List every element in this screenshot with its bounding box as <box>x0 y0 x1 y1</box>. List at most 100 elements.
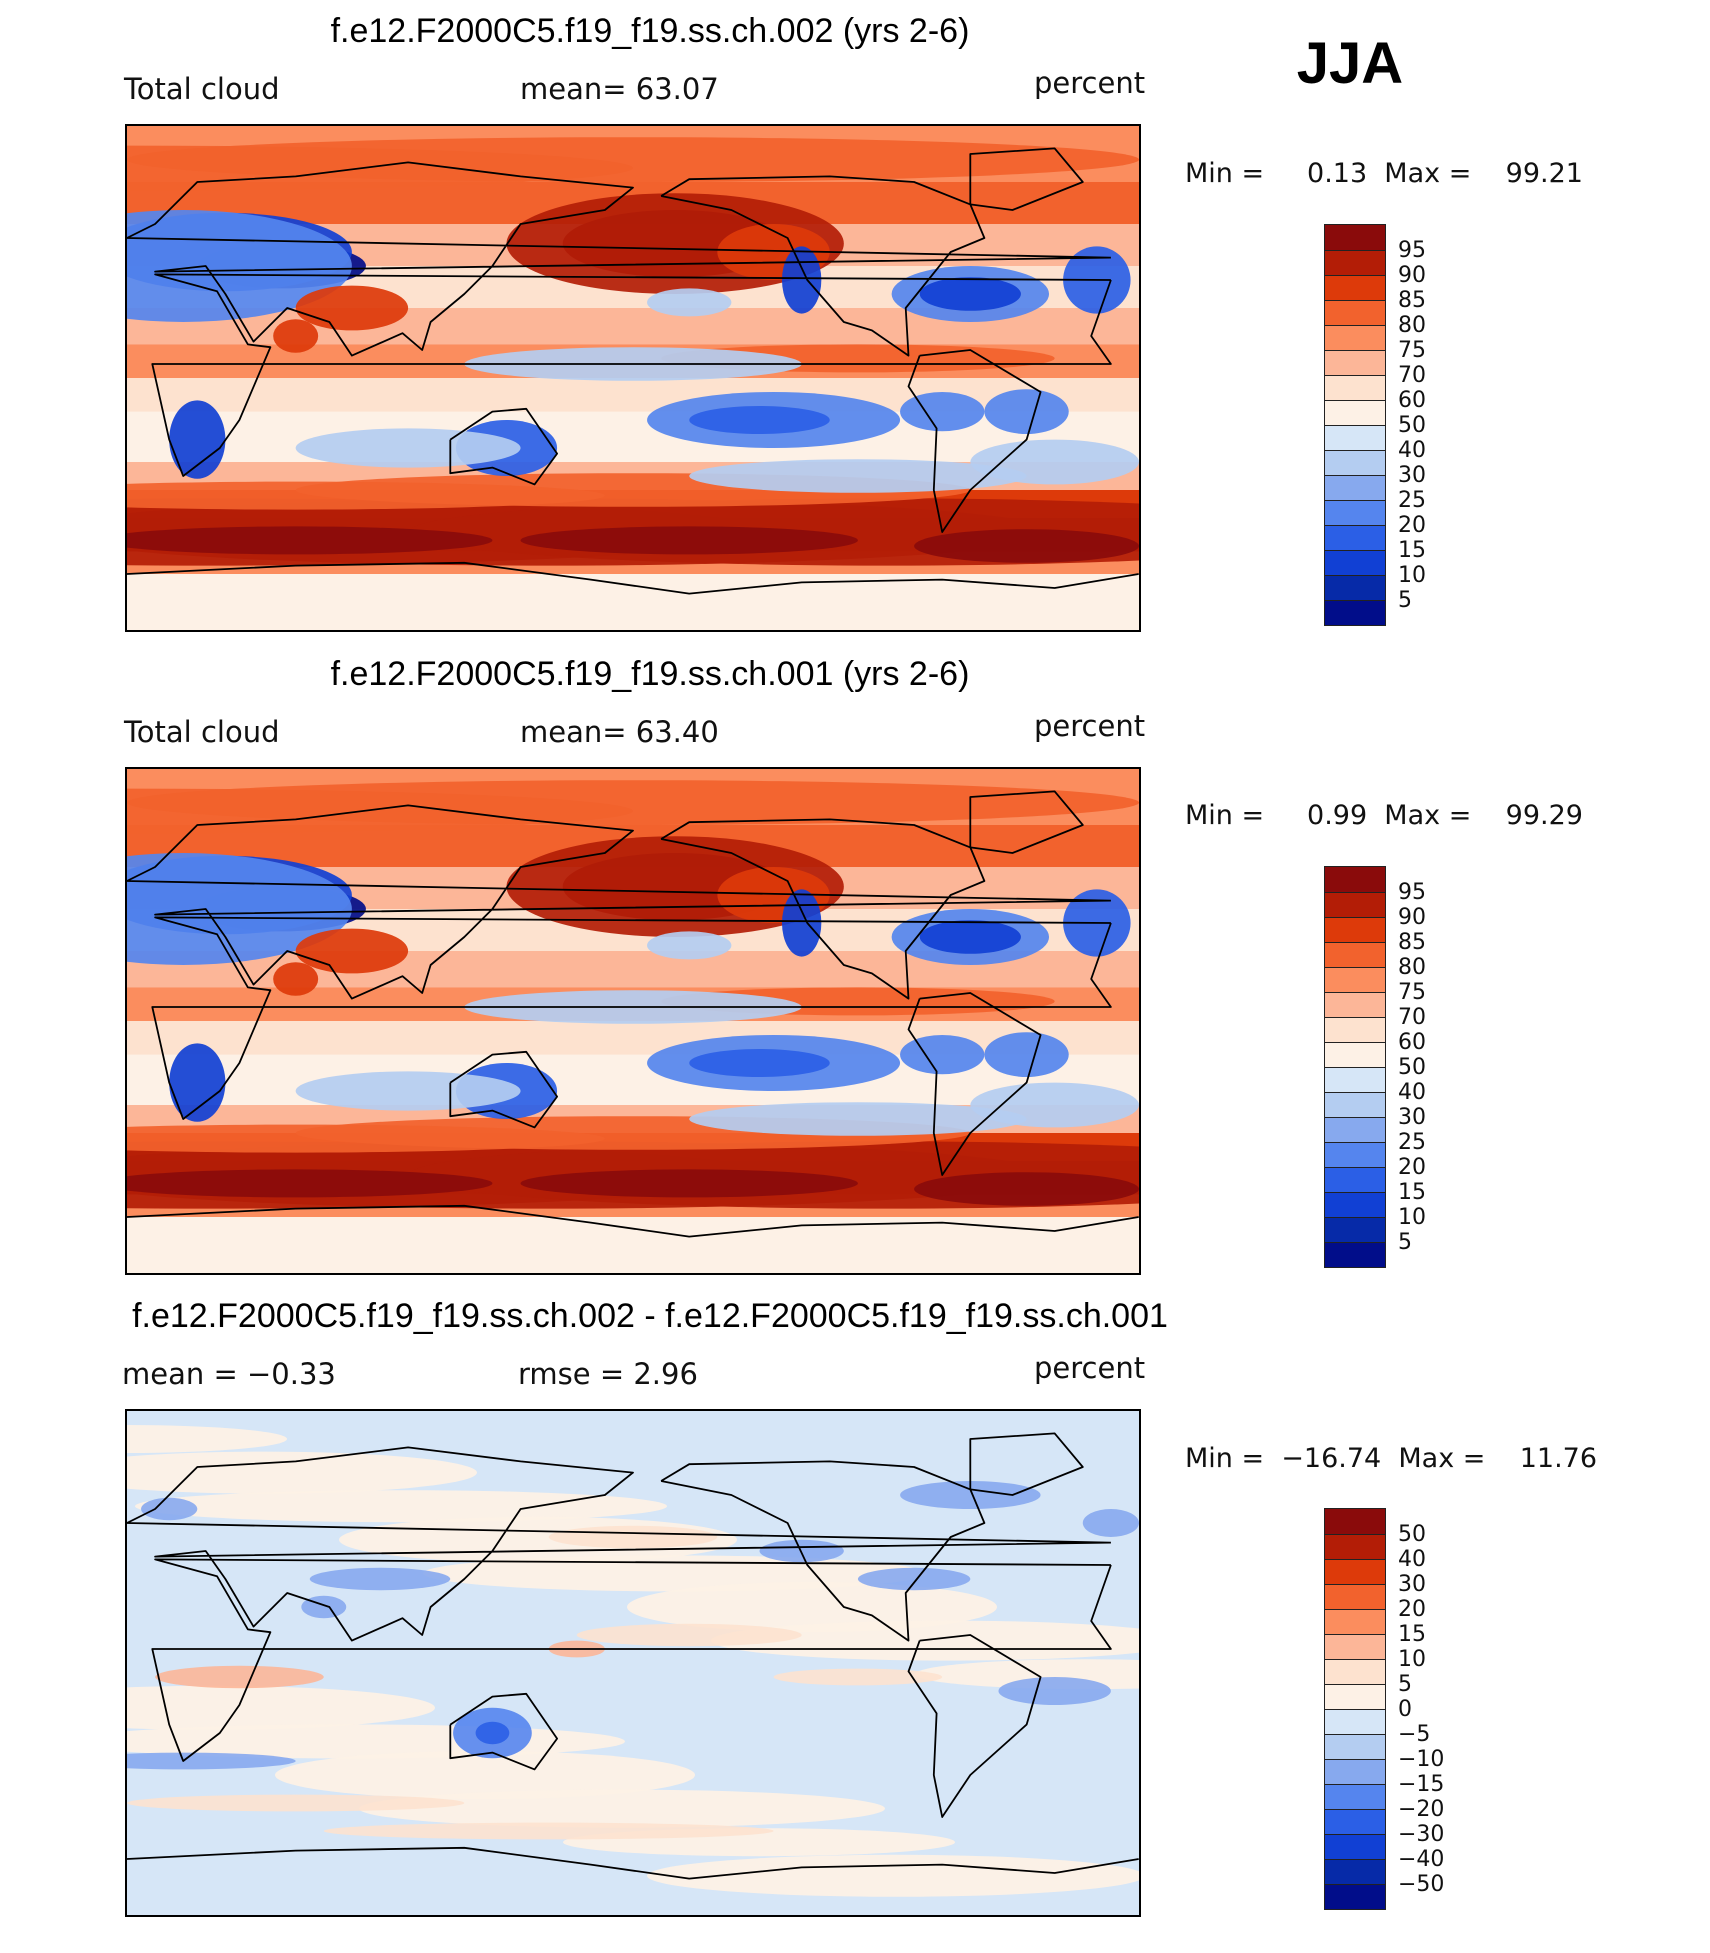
panel-2-map <box>125 767 1141 1275</box>
colorbar-swatch <box>1325 575 1385 600</box>
panel-3-title: f.e12.F2000C5.f19_f19.ss.ch.002 - f.e12.… <box>132 1297 1168 1335</box>
coastline <box>907 1634 1042 1818</box>
colorbar-swatch <box>1325 1859 1385 1884</box>
coastline <box>969 147 1084 211</box>
panel-2-map-svg <box>127 769 1139 1273</box>
panel-3-colorbar <box>1324 1508 1386 1910</box>
colorbar-swatch <box>1325 1734 1385 1759</box>
coastline <box>151 916 1112 1120</box>
colorbar-label: 30 <box>1398 1572 1426 1597</box>
coastline <box>127 1846 1139 1880</box>
colorbar-label: 80 <box>1398 955 1426 980</box>
colorbar-swatch <box>1325 1192 1385 1217</box>
coastline <box>660 175 986 357</box>
colorbar-swatch <box>1325 1534 1385 1559</box>
colorbar-swatch <box>1325 1067 1385 1092</box>
colorbar-label: 40 <box>1398 1080 1426 1105</box>
colorbar-swatch <box>1325 892 1385 917</box>
colorbar-label: 5 <box>1398 1230 1412 1255</box>
panel-3-rmse: rmse = 2.96 <box>518 1357 698 1391</box>
coastline <box>127 161 1111 357</box>
colorbar-label: 50 <box>1398 1522 1426 1547</box>
colorbar-label: 20 <box>1398 513 1426 538</box>
colorbar-label: −50 <box>1398 1872 1445 1897</box>
colorbar-label: 50 <box>1398 1055 1426 1080</box>
panel-1-minmax: Min = 0.13 Max = 99.21 <box>1185 158 1583 189</box>
panel-2-minmax: Min = 0.99 Max = 99.29 <box>1185 800 1583 831</box>
panel-2-title: f.e12.F2000C5.f19_f19.ss.ch.001 (yrs 2-6… <box>330 655 970 693</box>
colorbar-swatch <box>1325 1809 1385 1834</box>
colorbar-swatch <box>1325 300 1385 325</box>
panel-2-colorbar <box>1324 866 1386 1268</box>
colorbar-label: 95 <box>1398 238 1426 263</box>
colorbar-label: 20 <box>1398 1155 1426 1180</box>
colorbar-label: −20 <box>1398 1797 1445 1822</box>
colorbar-swatch <box>1325 1584 1385 1609</box>
colorbar-swatch <box>1325 275 1385 300</box>
colorbar-swatch <box>1325 992 1385 1017</box>
colorbar-swatch <box>1325 917 1385 942</box>
coastline <box>449 407 558 486</box>
colorbar-label: 30 <box>1398 463 1426 488</box>
colorbar-label: −5 <box>1398 1722 1431 1747</box>
colorbar-label: 30 <box>1398 1105 1426 1130</box>
panel-1-variable: Total cloud <box>124 72 280 106</box>
colorbar-swatch <box>1325 967 1385 992</box>
colorbar-label: −10 <box>1398 1747 1445 1772</box>
colorbar-label: 90 <box>1398 905 1426 930</box>
season-label: JJA <box>1296 31 1404 96</box>
panel-1-mean: mean= 63.07 <box>520 72 719 106</box>
panel-3-mean: mean = −0.33 <box>122 1357 336 1391</box>
colorbar-swatch <box>1325 1609 1385 1634</box>
panel-1-title: f.e12.F2000C5.f19_f19.ss.ch.002 (yrs 2-6… <box>330 12 970 50</box>
colorbar-label: 10 <box>1398 1205 1426 1230</box>
panel-2-variable: Total cloud <box>124 715 280 749</box>
colorbar-swatch <box>1325 475 1385 500</box>
coastline <box>151 273 1112 477</box>
colorbar-label: 75 <box>1398 338 1426 363</box>
colorbar-swatch <box>1325 600 1385 625</box>
colorbar-label: 70 <box>1398 363 1426 388</box>
panel-1-map <box>125 124 1141 632</box>
colorbar-label: 85 <box>1398 930 1426 955</box>
colorbar-swatch <box>1325 1042 1385 1067</box>
panel-1-units: percent <box>1034 66 1146 100</box>
colorbar-swatch <box>1325 942 1385 967</box>
colorbar-label: 5 <box>1398 588 1412 613</box>
colorbar-label: 95 <box>1398 880 1426 905</box>
coastline <box>969 1432 1084 1496</box>
colorbar-swatch <box>1325 1509 1385 1534</box>
panel-1-map-svg <box>127 126 1139 630</box>
colorbar-swatch <box>1325 1167 1385 1192</box>
coastline <box>127 804 1111 1000</box>
colorbar-label: 20 <box>1398 1597 1426 1622</box>
coastline <box>969 790 1084 854</box>
colorbar-swatch <box>1325 550 1385 575</box>
colorbar-swatch <box>1325 1684 1385 1709</box>
colorbar-label: 15 <box>1398 1622 1426 1647</box>
colorbar-swatch <box>1325 525 1385 550</box>
colorbar-label: 75 <box>1398 980 1426 1005</box>
colorbar-label: 25 <box>1398 488 1426 513</box>
coastline <box>660 818 986 1000</box>
panel-1-colorbar <box>1324 224 1386 626</box>
colorbar-label: 80 <box>1398 313 1426 338</box>
coastline <box>127 1446 1111 1642</box>
colorbar-swatch <box>1325 1559 1385 1584</box>
colorbar-label: 90 <box>1398 263 1426 288</box>
colorbar-label: 15 <box>1398 1180 1426 1205</box>
colorbar-swatch <box>1325 1017 1385 1042</box>
coastline <box>660 1460 986 1642</box>
colorbar-swatch <box>1325 1634 1385 1659</box>
colorbar-swatch <box>1325 1659 1385 1684</box>
colorbar-swatch <box>1325 425 1385 450</box>
coastline <box>449 1050 558 1129</box>
colorbar-label: −15 <box>1398 1772 1445 1797</box>
colorbar-label: −40 <box>1398 1847 1445 1872</box>
colorbar-swatch <box>1325 1709 1385 1734</box>
panel-3-minmax: Min = −16.74 Max = 11.76 <box>1185 1443 1598 1474</box>
colorbar-label: 70 <box>1398 1005 1426 1030</box>
colorbar-label: 10 <box>1398 1647 1426 1672</box>
colorbar-swatch <box>1325 867 1385 892</box>
colorbar-swatch <box>1325 500 1385 525</box>
